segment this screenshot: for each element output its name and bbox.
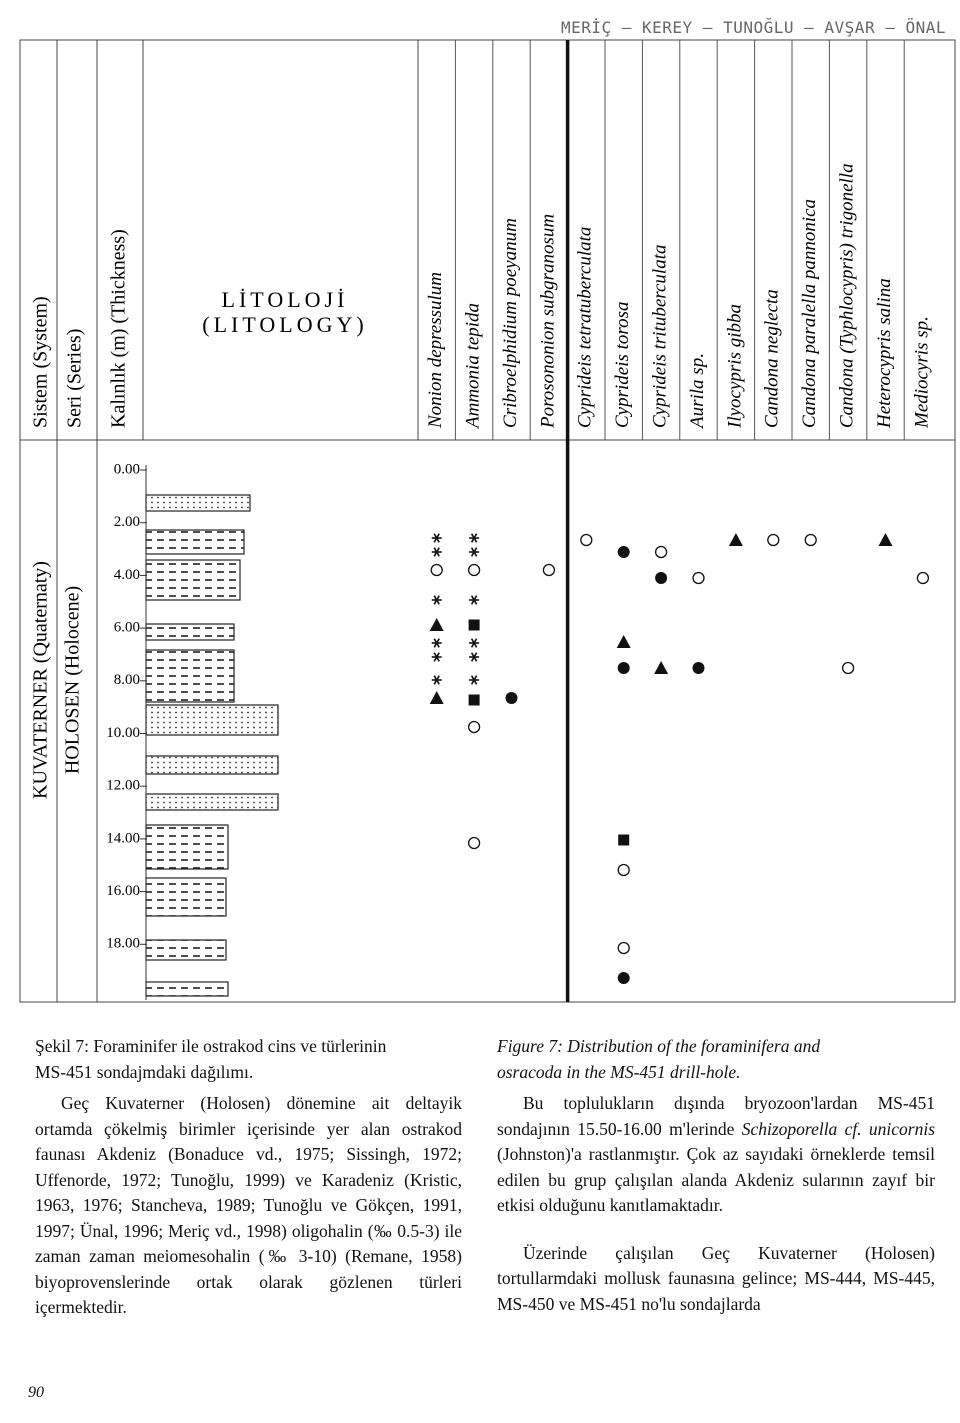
depth-label: 16.00 <box>106 883 140 899</box>
lithology <box>145 494 279 997</box>
series-label: HOLOSEN (Holocene) <box>62 586 84 774</box>
species-header: Ilyocypris gibba <box>724 304 745 429</box>
asterisk <box>470 595 478 605</box>
open-circle <box>617 941 630 955</box>
triangle <box>878 533 893 546</box>
triangle <box>429 618 444 631</box>
asterisk <box>433 652 440 662</box>
lithology-title: (LITOLOGY) <box>202 312 367 337</box>
depth-label: 18.00 <box>106 936 140 952</box>
species-header: Cyprideis torosa <box>612 302 633 429</box>
open-circle <box>467 563 481 577</box>
paragraph: Bu toplulukların dışında bryozoon'lardan… <box>497 1091 935 1219</box>
asterisk <box>470 533 478 543</box>
square <box>468 619 480 631</box>
text: (Johnston)'a rastlanmıştır. Çok az sayıd… <box>497 1144 935 1215</box>
species-header: Candona (Typhlocypris) trigonella <box>836 163 857 428</box>
asterisk <box>433 675 440 685</box>
column-header: Kalınlık (m) (Thickness) <box>108 229 130 428</box>
species-header: Candona neglecta <box>762 289 783 428</box>
open-circle <box>467 836 481 850</box>
paragraph: Geç Kuvaterner (Holosen) dönemine ait de… <box>35 1093 462 1317</box>
running-title: MERİÇ – KEREY – TUNOĞLU – AVŞAR – ÖNAL <box>560 18 946 37</box>
depth-label: 14.00 <box>106 830 140 846</box>
asterisk <box>470 652 478 662</box>
open-circle <box>430 563 443 577</box>
filled-circle <box>505 692 518 704</box>
triangle <box>654 661 669 674</box>
filled-circle <box>617 972 630 984</box>
open-circle <box>916 571 930 585</box>
triangle <box>616 635 631 648</box>
caption-line: Şekil 7: Foraminifer ile ostrakod cins v… <box>35 1036 387 1056</box>
filled-circle <box>617 662 630 674</box>
open-circle <box>804 533 817 547</box>
depth-label: 6.00 <box>114 620 140 636</box>
open-circle <box>617 863 630 877</box>
open-circle <box>654 545 668 559</box>
species-header: Cyprideis tetratuberculata <box>575 227 596 428</box>
caption-line: Figure 7: Distribution of the foraminife… <box>497 1036 821 1056</box>
caption-tr: Şekil 7: Foraminifer ile ostrakod cins v… <box>35 1034 386 1085</box>
right-column: Bu toplulukların dışında bryozoon'lardan… <box>497 1091 935 1329</box>
asterisk <box>470 638 478 648</box>
species-header: Porosononion subgranosum <box>537 214 558 429</box>
open-circle <box>580 533 593 547</box>
filled-circle <box>617 546 630 558</box>
figure-frame <box>19 39 956 1003</box>
species-header: Candona paralella pannonica <box>799 199 820 428</box>
species-header: Ammonia tepida <box>462 303 483 430</box>
asterisk <box>433 595 440 605</box>
square <box>618 834 630 846</box>
column-header: Seri (Series) <box>64 329 86 428</box>
caption-line: MS-451 sondajmdaki dağılımı. <box>35 1061 254 1082</box>
depth-label: 2.00 <box>114 514 140 530</box>
depth-label: 12.00 <box>106 778 140 794</box>
caption-line: osracoda in the MS-451 drill-hole. <box>497 1061 741 1082</box>
triangle <box>429 691 444 704</box>
column-header: Sistem (System) <box>30 296 52 428</box>
open-circle <box>542 563 556 577</box>
filled-circle <box>692 662 705 674</box>
page-number: 90 <box>28 1384 44 1401</box>
depth-label: 10.00 <box>106 725 140 741</box>
depth-label: 0.00 <box>114 461 140 477</box>
triangle <box>728 533 743 546</box>
open-circle <box>467 720 481 734</box>
asterisk <box>433 533 440 543</box>
text: Bu toplulukların dışında bryozoon'lardan… <box>497 1093 935 1139</box>
asterisk <box>470 675 478 685</box>
figure: Sistem (System) Seri (Series) Kalınlık (m)… <box>19 39 956 1003</box>
open-circle <box>767 533 780 547</box>
open-circle <box>841 661 855 675</box>
species-header: Cyprideis trituberculata <box>649 245 670 428</box>
paragraph: Üzerinde çalışılan Geç Kuvaterner (Holos… <box>497 1242 935 1314</box>
species-header: Nonion depressulum <box>425 272 446 429</box>
open-circle <box>692 571 705 585</box>
asterisk <box>470 547 478 557</box>
asterisk <box>433 547 440 557</box>
depth-label: 8.00 <box>114 672 140 688</box>
taxon: Schizoporella cf. unicornis <box>741 1118 936 1139</box>
species-header: Mediocyris sp. <box>911 316 932 429</box>
left-column: Geç Kuvaterner (Holosen) dönemine ait de… <box>35 1091 462 1333</box>
system-label: KUVATERNER (Quaternaty) <box>30 561 52 799</box>
square <box>468 694 480 706</box>
asterisk <box>433 638 440 648</box>
caption-en: Figure 7: Distribution of the foraminife… <box>497 1034 820 1085</box>
species-header: Aurila sp. <box>687 353 708 430</box>
filled-circle <box>655 572 668 584</box>
depth-label: 4.00 <box>114 567 140 583</box>
lithology-title: LİTOLOJİ <box>222 287 349 312</box>
species-header: Cribroelphidium poeyanum <box>500 218 521 428</box>
species-header: Heterocypris salina <box>874 278 895 429</box>
